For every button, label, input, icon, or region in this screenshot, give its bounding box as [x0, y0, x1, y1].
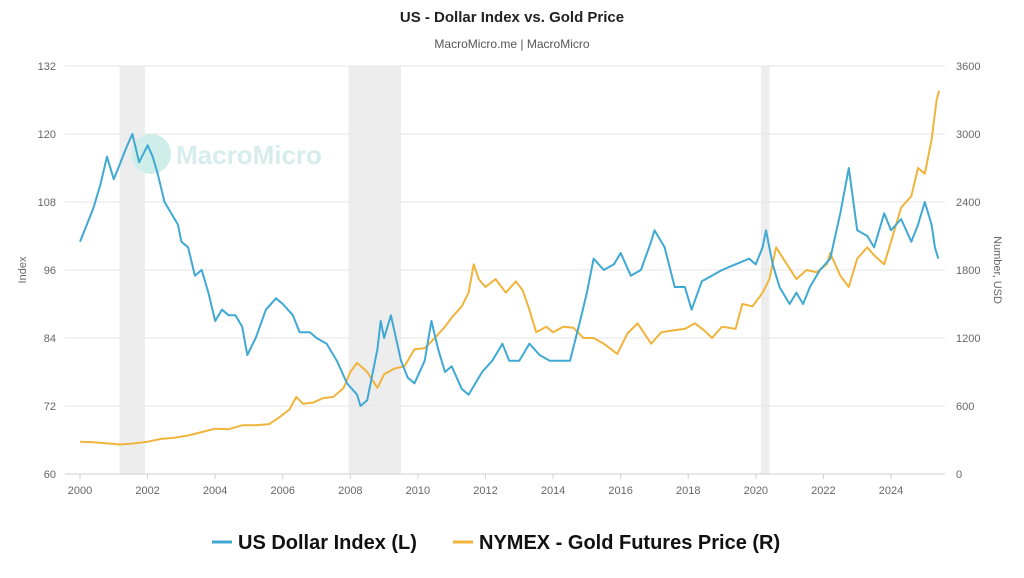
series-line-usd [79, 133, 940, 407]
legend-item-usd[interactable]: US Dollar Index (L) [212, 532, 417, 554]
x-tick-label: 2022 [811, 485, 835, 497]
left-tick-label: 108 [38, 197, 56, 209]
x-tick-label: 2024 [879, 485, 903, 497]
left-tick-label: 60 [44, 469, 56, 481]
left-tick-label: 84 [44, 333, 56, 345]
legend-label-gold: NYMEX - Gold Futures Price (R) [479, 532, 780, 554]
chart-title: US - Dollar Index vs. Gold Price [400, 9, 624, 26]
left-tick-label: 96 [44, 265, 56, 277]
left-tick-label: 72 [44, 401, 56, 413]
left-axis-ticks: 60 72 84 96 108 120 132 [38, 61, 56, 481]
legend-item-gold[interactable]: NYMEX - Gold Futures Price (R) [453, 532, 780, 554]
x-tick-label: 2006 [271, 485, 295, 497]
right-tick-label: 2400 [956, 197, 980, 209]
legend-label-usd: US Dollar Index (L) [238, 532, 417, 554]
chart-subtitle: MacroMicro.me | MacroMicro [434, 37, 589, 51]
x-tick-label: 2002 [135, 485, 159, 497]
x-tick-label: 2004 [203, 485, 227, 497]
x-tick-label: 2008 [338, 485, 362, 497]
x-tick-label: 2010 [406, 485, 430, 497]
x-tick-label: 2016 [608, 485, 632, 497]
left-tick-label: 132 [38, 61, 56, 73]
right-tick-label: 600 [956, 401, 974, 413]
right-tick-label: 1200 [956, 333, 980, 345]
right-tick-label: 1800 [956, 265, 980, 277]
x-tick-label: 2020 [744, 485, 768, 497]
left-axis-title: Index [17, 256, 29, 283]
watermark-text: MacroMicro [176, 140, 322, 170]
x-axis-ticks: 2000 2002 2004 2006 2008 2010 2012 2014 2016 2018… [68, 474, 903, 497]
right-tick-label: 3000 [956, 129, 980, 141]
right-tick-label: 3600 [956, 61, 980, 73]
grid-lines [65, 65, 945, 475]
x-tick-label: 2014 [541, 485, 565, 497]
series-layer [79, 90, 940, 446]
left-tick-label: 120 [38, 129, 56, 141]
right-axis-title: Number, USD [991, 236, 1003, 304]
x-tick-label: 2012 [473, 485, 497, 497]
right-tick-label: 0 [956, 469, 962, 481]
watermark: MacroMicro [131, 134, 322, 174]
x-tick-label: 2000 [68, 485, 92, 497]
x-tick-label: 2018 [676, 485, 700, 497]
legend: US Dollar Index (L) NYMEX - Gold Futures… [212, 532, 780, 554]
right-axis-ticks: 0 600 1200 1800 2400 3000 3600 [956, 61, 980, 481]
